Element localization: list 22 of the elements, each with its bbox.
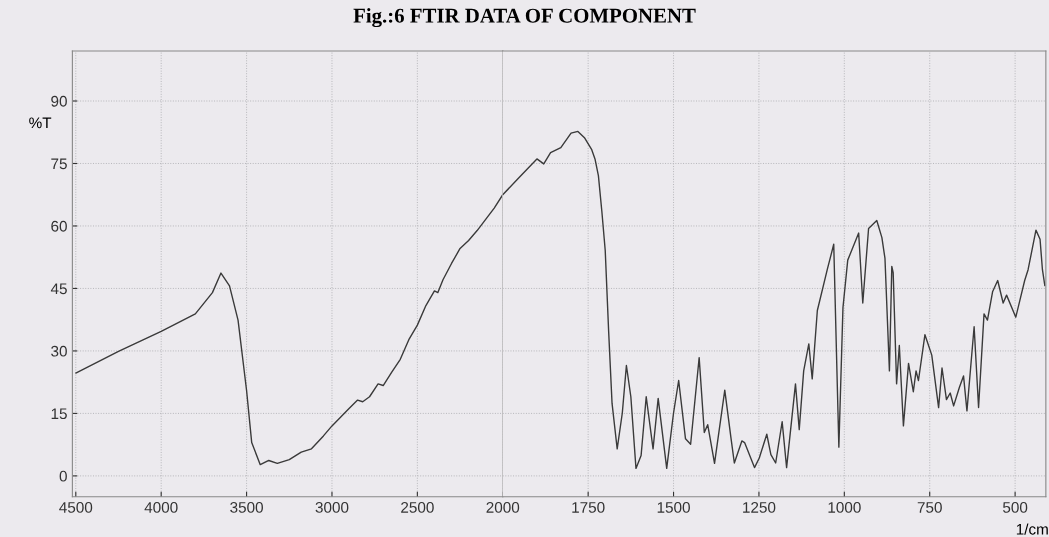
y-tick-label: 90 <box>51 95 67 107</box>
x-tick-label: 500 <box>1002 501 1028 513</box>
x-tick-label: 750 <box>917 501 942 513</box>
y-tick-label: 15 <box>51 408 67 420</box>
x-tick-label: 1750 <box>572 501 605 513</box>
x-tick-label: 1250 <box>743 501 776 513</box>
y-tick-label: 0 <box>59 470 67 482</box>
x-axis-title: 1/cm <box>1016 523 1048 535</box>
y-axis-title: %T <box>29 117 52 129</box>
y-tick-label: 60 <box>51 220 67 232</box>
x-tick-label: 2000 <box>486 501 520 513</box>
y-tick-label: 30 <box>51 345 67 357</box>
chart-title: Fig.:6 FTIR DATA OF COMPONENT <box>353 8 696 28</box>
x-tick-label: 2500 <box>401 501 434 513</box>
y-tick-label: 75 <box>51 158 67 170</box>
x-tick-label: 4000 <box>144 501 178 513</box>
x-tick-label: 3500 <box>230 501 263 513</box>
y-tick-label: 45 <box>50 283 67 295</box>
x-tick-label: 4500 <box>59 501 93 513</box>
x-tick-label: 1500 <box>657 501 690 513</box>
x-tick-label: 3000 <box>315 501 349 513</box>
x-tick-label: 1000 <box>828 501 861 513</box>
